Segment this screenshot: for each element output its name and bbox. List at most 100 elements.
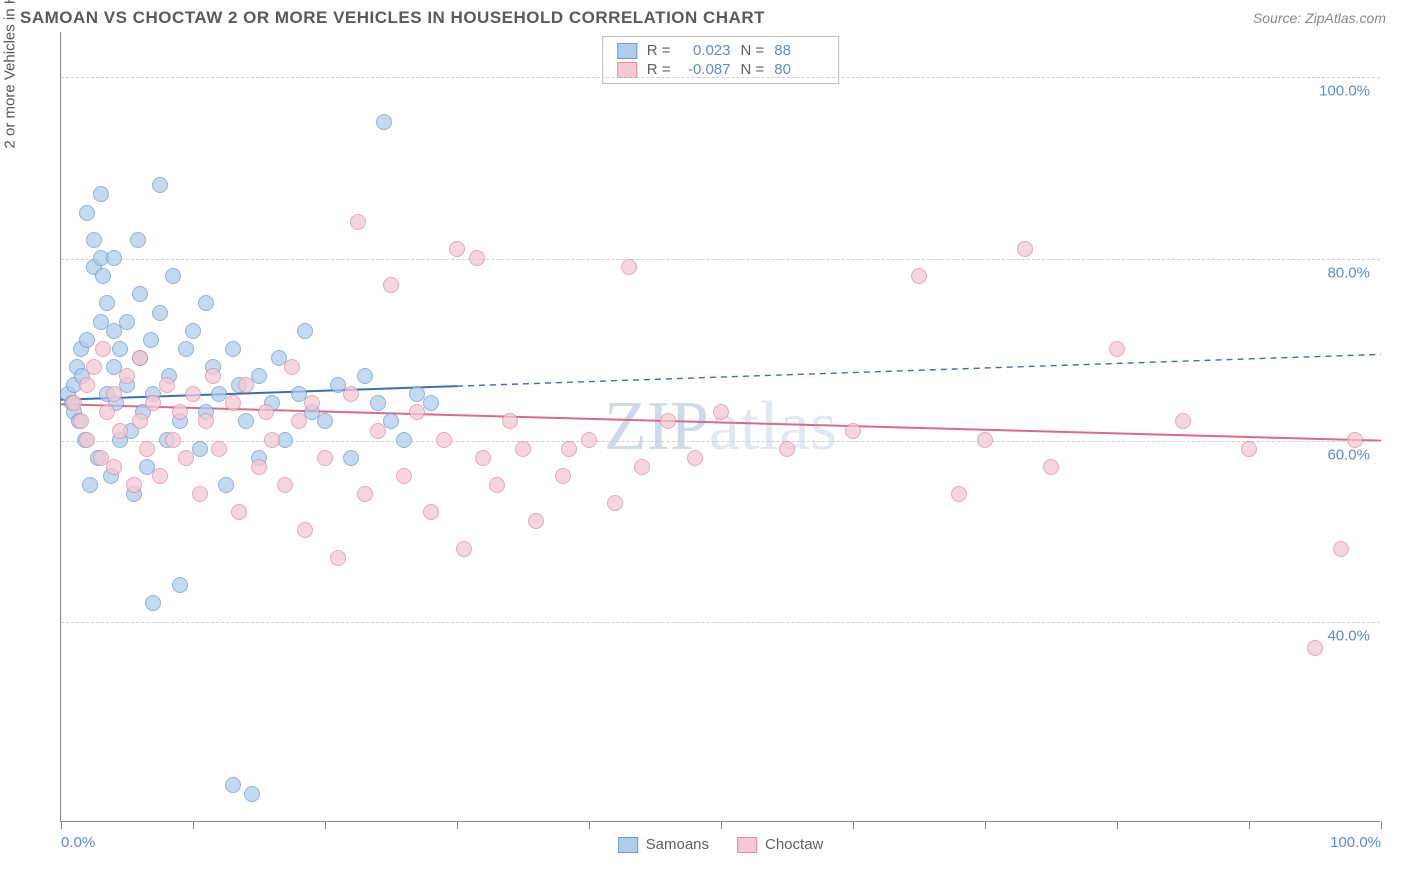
scatter-point: [258, 404, 274, 420]
scatter-point: [66, 395, 82, 411]
x-tick: [193, 821, 194, 829]
scatter-point: [423, 504, 439, 520]
scatter-point: [99, 404, 115, 420]
gridline: [61, 77, 1380, 78]
scatter-point: [244, 786, 260, 802]
scatter-point: [469, 250, 485, 266]
scatter-point: [79, 432, 95, 448]
n-value: 88: [774, 42, 824, 59]
scatter-point: [251, 459, 267, 475]
scatter-point: [396, 432, 412, 448]
scatter-point: [225, 395, 241, 411]
scatter-point: [159, 377, 175, 393]
legend-swatch: [617, 62, 637, 78]
scatter-point: [687, 450, 703, 466]
scatter-point: [1347, 432, 1363, 448]
scatter-point: [634, 459, 650, 475]
scatter-point: [139, 441, 155, 457]
scatter-point: [73, 413, 89, 429]
scatter-point: [621, 259, 637, 275]
scatter-point: [264, 432, 280, 448]
bottom-legend: SamoansChoctaw: [618, 836, 824, 853]
scatter-point: [106, 386, 122, 402]
legend-item: Samoans: [618, 836, 709, 853]
chart-title: SAMOAN VS CHOCTAW 2 OR MORE VEHICLES IN …: [20, 8, 765, 28]
scatter-point: [297, 323, 313, 339]
scatter-point: [192, 486, 208, 502]
scatter-point: [165, 268, 181, 284]
x-tick: [985, 821, 986, 829]
chart-header: SAMOAN VS CHOCTAW 2 OR MORE VEHICLES IN …: [0, 0, 1406, 32]
scatter-point: [1333, 541, 1349, 557]
scatter-point: [343, 450, 359, 466]
scatter-point: [86, 359, 102, 375]
scatter-point: [185, 386, 201, 402]
gridline: [61, 259, 1380, 260]
scatter-point: [152, 468, 168, 484]
scatter-point: [119, 314, 135, 330]
scatter-point: [1043, 459, 1059, 475]
scatter-point: [152, 305, 168, 321]
scatter-point: [396, 468, 412, 484]
scatter-point: [515, 441, 531, 457]
x-tick-label: 0.0%: [61, 834, 95, 851]
x-tick: [721, 821, 722, 829]
scatter-point: [130, 232, 146, 248]
scatter-point: [475, 450, 491, 466]
scatter-point: [357, 368, 373, 384]
x-tick-label: 100.0%: [1330, 834, 1381, 851]
scatter-point: [502, 413, 518, 429]
scatter-point: [152, 177, 168, 193]
scatter-point: [357, 486, 373, 502]
scatter-point: [1017, 241, 1033, 257]
scatter-point: [95, 341, 111, 357]
scatter-point: [99, 295, 115, 311]
scatter-point: [225, 341, 241, 357]
scatter-point: [951, 486, 967, 502]
scatter-point: [106, 250, 122, 266]
scatter-point: [185, 323, 201, 339]
scatter-point: [238, 413, 254, 429]
scatter-point: [79, 377, 95, 393]
scatter-point: [178, 450, 194, 466]
scatter-point: [198, 295, 214, 311]
x-tick: [1381, 821, 1382, 829]
scatter-point: [350, 214, 366, 230]
scatter-point: [779, 441, 795, 457]
y-tick-label: 40.0%: [1327, 628, 1370, 645]
y-axis-label: 2 or more Vehicles in Household: [2, 0, 19, 148]
r-value: 0.023: [681, 42, 731, 59]
scatter-point: [211, 441, 227, 457]
x-tick: [589, 821, 590, 829]
y-tick-label: 100.0%: [1319, 83, 1370, 100]
scatter-point: [297, 522, 313, 538]
scatter-point: [607, 495, 623, 511]
scatter-point: [172, 404, 188, 420]
scatter-point: [317, 450, 333, 466]
scatter-point: [376, 114, 392, 130]
scatter-point: [143, 332, 159, 348]
scatter-point: [238, 377, 254, 393]
n-label: N =: [741, 61, 765, 78]
x-tick: [61, 821, 62, 829]
scatter-point: [82, 477, 98, 493]
scatter-point: [304, 395, 320, 411]
r-value: -0.087: [681, 61, 731, 78]
scatter-point: [218, 477, 234, 493]
scatter-point: [132, 350, 148, 366]
scatter-point: [1175, 413, 1191, 429]
scatter-point: [132, 286, 148, 302]
scatter-point: [528, 513, 544, 529]
scatter-point: [1307, 640, 1323, 656]
legend-swatch: [737, 837, 757, 853]
scatter-point: [178, 341, 194, 357]
legend-swatch: [618, 837, 638, 853]
scatter-point: [165, 432, 181, 448]
scatter-point: [172, 577, 188, 593]
scatter-point: [330, 550, 346, 566]
scatter-point: [198, 413, 214, 429]
scatter-point: [284, 359, 300, 375]
watermark: ZIPatlas: [604, 387, 837, 467]
y-tick-label: 60.0%: [1327, 446, 1370, 463]
scatter-point: [317, 413, 333, 429]
